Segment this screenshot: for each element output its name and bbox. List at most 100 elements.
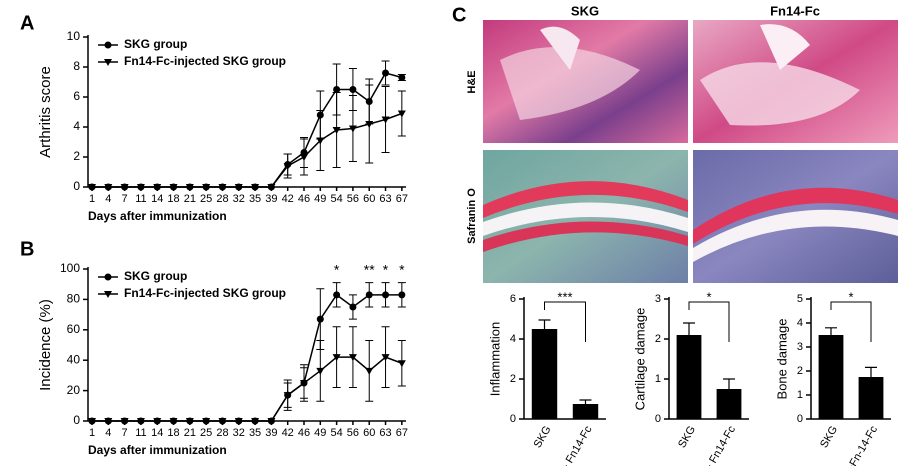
x-tick-label: 1 (89, 193, 95, 205)
y-tick-label: 0 (510, 413, 516, 425)
x-tick-label: SKG (818, 424, 840, 450)
annotation: ** (364, 262, 375, 278)
marker (332, 127, 341, 134)
y-tick-label: 40 (67, 352, 81, 366)
y-tick-label: 4 (73, 119, 80, 133)
x-tick-label: 4 (105, 427, 111, 439)
y-tick-label: 6 (510, 293, 516, 305)
x-tick-label: 14 (151, 427, 163, 439)
x-tick-label: 21 (184, 427, 196, 439)
x-tick-label: 39 (265, 193, 277, 205)
y-tick-label: 1 (797, 389, 803, 401)
x-tick-label: 42 (282, 193, 294, 205)
x-tick-label: 42 (282, 427, 294, 439)
x-tick-label: 46 (298, 427, 310, 439)
marker (300, 380, 308, 387)
marker (365, 367, 374, 375)
marker (381, 116, 390, 124)
x-tick-label: SKG (532, 424, 554, 450)
y-axis-label: Bone damage (774, 319, 789, 400)
histology: SKG Fn14-Fc H&E Safranin O (466, 3, 898, 283)
y-tick-label: 1 (655, 373, 661, 385)
column-label: Fn14-Fc (770, 3, 820, 18)
y-tick-label: 10 (67, 29, 81, 43)
tissue (700, 62, 860, 126)
marker (202, 418, 211, 425)
y-tick-label: 4 (510, 333, 516, 345)
tissue (500, 47, 640, 121)
marker (104, 291, 112, 298)
row-label: Safranin O (466, 188, 478, 244)
marker (136, 184, 145, 191)
marker (104, 184, 113, 191)
y-tick-label: 4 (797, 317, 803, 329)
error-bar (723, 378, 735, 389)
marker (153, 184, 162, 191)
marker (397, 360, 406, 368)
error-bar (538, 319, 551, 329)
significance: * (706, 289, 711, 304)
y-tick-label: 6 (73, 89, 80, 103)
marker (283, 392, 292, 400)
x-tick-label: 14 (151, 193, 163, 205)
x-tick-label: 54 (330, 427, 342, 439)
x-tick-label: 67 (396, 427, 408, 439)
x-tick-label: 18 (167, 427, 179, 439)
marker (300, 154, 308, 161)
y-axis-label: Inflammation (487, 322, 502, 396)
marker (382, 291, 390, 299)
x-tick-label: 7 (122, 427, 128, 439)
bar (531, 329, 558, 419)
x-tick-label: 28 (216, 427, 228, 439)
marker (136, 418, 145, 425)
marker (316, 367, 325, 375)
marker (333, 291, 341, 299)
x-tick-label: 32 (233, 427, 245, 439)
x-tick-label: 56 (347, 427, 359, 439)
marker (104, 59, 112, 66)
marker (316, 137, 325, 145)
y-tick-label: 2 (797, 365, 803, 377)
y-tick-label: 2 (655, 333, 661, 345)
x-tick-label: + Fn14-Fc (559, 424, 595, 466)
marker (88, 184, 96, 191)
x-tick-label: 63 (379, 427, 391, 439)
legend-label: SKG group (124, 37, 187, 51)
marker (88, 418, 96, 425)
marker (283, 163, 292, 170)
x-tick-label: 46 (298, 193, 310, 205)
y-tick-label: 60 (67, 322, 81, 336)
row-label: H&E (466, 70, 478, 93)
series-line (92, 293, 402, 422)
y-tick-label: 0 (73, 413, 80, 427)
marker (218, 418, 227, 425)
y-tick-label: 0 (797, 413, 803, 425)
series-line (92, 112, 403, 188)
x-tick-label: 54 (330, 193, 342, 205)
x-tick-label: 39 (265, 427, 277, 439)
annotation: * (383, 262, 389, 278)
bar (716, 389, 742, 419)
y-axis-label: Incidence (%) (37, 299, 54, 391)
marker (398, 291, 406, 299)
bar (676, 335, 702, 419)
significance: * (848, 289, 853, 304)
marker (382, 69, 390, 77)
x-axis-label: Days after immunization (88, 443, 227, 457)
significance-bracket (688, 301, 730, 342)
marker (104, 418, 113, 425)
annotation: * (334, 262, 340, 278)
marker (185, 418, 194, 425)
y-axis-label: Cartilage damage (632, 308, 647, 411)
annotation: * (399, 262, 405, 278)
marker (349, 86, 357, 93)
significance: *** (557, 289, 572, 304)
marker (202, 184, 211, 191)
marker (332, 354, 341, 362)
bar (572, 404, 599, 419)
legend-label: Fn14-Fc-injected SKG group (124, 54, 286, 68)
x-tick-label: 28 (216, 193, 228, 205)
x-tick-label: 11 (135, 427, 146, 439)
marker (398, 74, 406, 81)
